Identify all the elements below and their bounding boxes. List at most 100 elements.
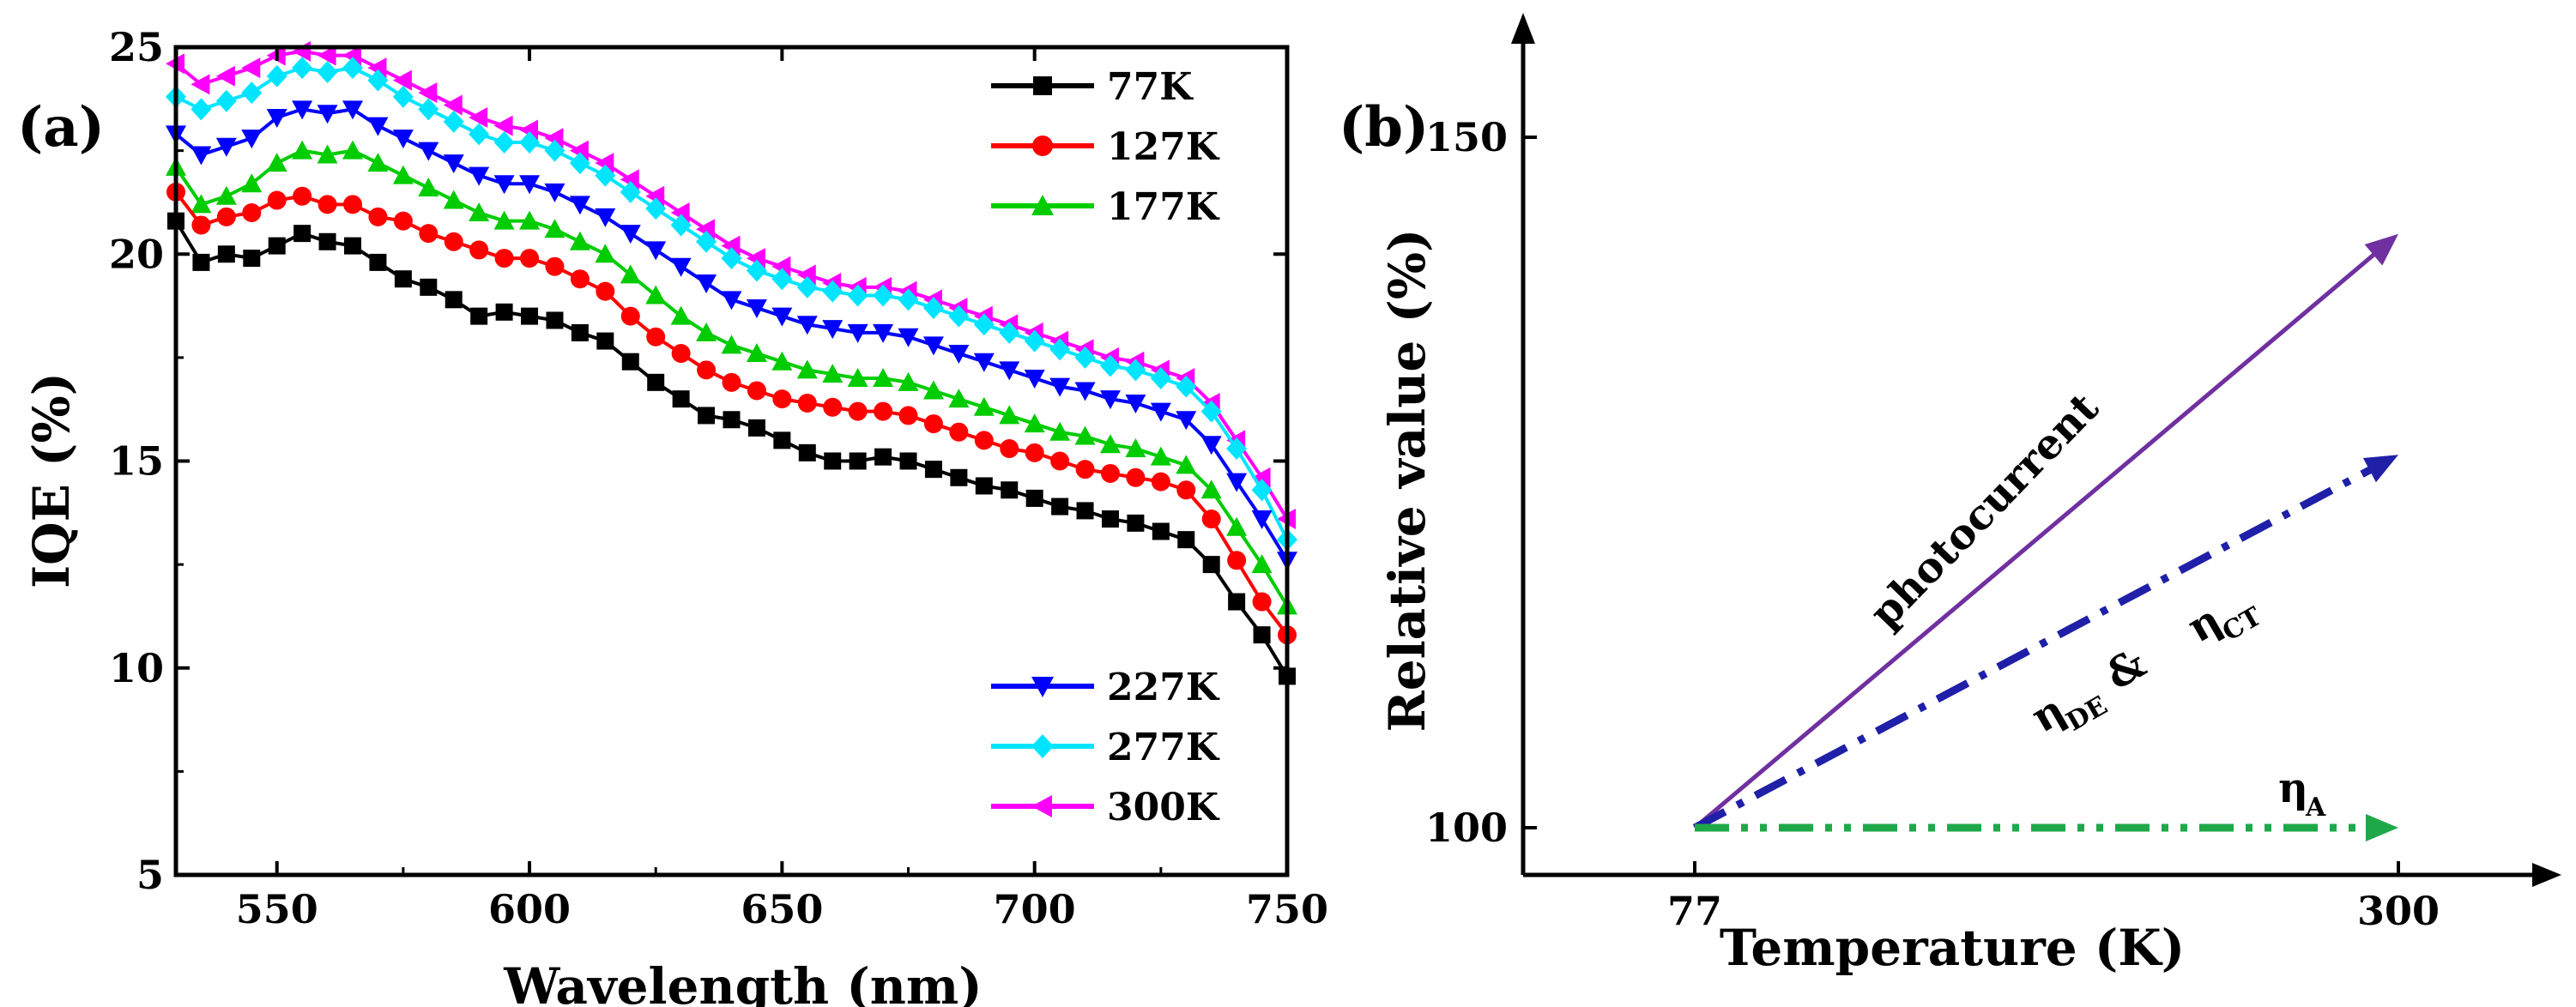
data-point-177K: [746, 343, 767, 363]
data-point-177K: [1251, 554, 1273, 574]
data-point-77K: [698, 407, 716, 425]
ampersand: &: [2098, 639, 2155, 699]
data-point-127K: [469, 240, 489, 260]
legend-swatch-marker: [1031, 195, 1054, 215]
data-point-300K: [721, 235, 741, 256]
data-point-300K: [696, 219, 716, 240]
data-point-127K: [242, 203, 262, 222]
data-point-127K: [747, 381, 766, 401]
data-point-77K: [268, 237, 286, 255]
data-point-227K: [873, 323, 894, 343]
data-point-77K: [369, 253, 387, 271]
legend-label: 77K: [1107, 65, 1194, 109]
data-point-77K: [950, 468, 968, 486]
data-point-227K: [443, 154, 464, 174]
data-point-77K: [672, 390, 690, 408]
data-point-227K: [1049, 377, 1071, 397]
eta-de-ct-label: η DE & η CT: [2023, 595, 2267, 742]
data-point-227K: [1200, 436, 1222, 455]
data-point-77K: [975, 477, 993, 495]
data-point-77K: [824, 452, 842, 470]
data-point-300K: [190, 74, 210, 95]
data-point-227K: [215, 137, 237, 157]
data-point-277K: [1074, 346, 1096, 369]
data-point-300K: [746, 248, 765, 269]
data-point-127K: [772, 389, 792, 409]
data-point-277K: [544, 139, 565, 162]
data-point-127K: [520, 249, 540, 268]
data-point-127K: [898, 406, 918, 425]
data-point-177K: [645, 285, 667, 305]
series-127K: [166, 182, 1297, 645]
data-point-227K: [241, 130, 263, 149]
data-point-277K: [670, 214, 692, 237]
data-point-77K: [1253, 626, 1271, 644]
x-tick-label: 700: [994, 886, 1076, 932]
data-point-227K: [418, 142, 439, 161]
data-point-77K: [1001, 481, 1019, 499]
data-point-127K: [317, 195, 337, 214]
series-177K: [166, 140, 1297, 615]
data-point-277K: [746, 259, 767, 282]
data-point-177K: [898, 371, 919, 391]
data-point-227K: [469, 166, 490, 186]
data-point-300K: [645, 185, 665, 207]
data-point-177K: [1049, 421, 1071, 441]
b-y-tick-label: 150: [1425, 114, 1508, 160]
eta-a-symbol: η: [2278, 764, 2308, 812]
data-point-177K: [1125, 438, 1146, 458]
data-point-227K: [544, 183, 565, 202]
data-point-177K: [1024, 413, 1045, 433]
data-point-177K: [999, 405, 1020, 425]
legend-item-227K: 227K: [991, 666, 1220, 709]
data-point-127K: [596, 281, 615, 301]
data-point-127K: [570, 269, 590, 289]
data-point-127K: [1075, 460, 1095, 479]
data-point-227K: [342, 100, 364, 120]
data-point-227K: [266, 109, 287, 129]
series-photocurrent: [1693, 233, 2398, 829]
data-point-177K: [822, 364, 844, 383]
data-point-77K: [420, 278, 438, 296]
data-point-177K: [1226, 516, 1248, 536]
legend-label: 277K: [1107, 726, 1220, 769]
data-point-77K: [647, 373, 665, 391]
data-point-277K: [873, 284, 894, 307]
data-point-277K: [1176, 375, 1197, 398]
data-point-277K: [266, 64, 287, 87]
data-point-277K: [1150, 367, 1171, 389]
data-point-277K: [443, 110, 464, 133]
series-arrow-icon: [2362, 455, 2398, 483]
data-point-177K: [215, 185, 237, 205]
data-point-177K: [1200, 479, 1222, 499]
data-point-277K: [847, 284, 868, 307]
data-point-77K: [596, 332, 614, 350]
panel-a-ylabel: IQE (%): [22, 372, 81, 588]
data-point-127K: [393, 211, 413, 231]
data-point-77K: [1228, 593, 1246, 611]
data-point-77K: [874, 448, 892, 466]
legend-label: 127K: [1107, 125, 1220, 169]
data-point-277K: [367, 69, 389, 92]
data-point-277K: [317, 60, 338, 83]
data-point-227K: [847, 323, 868, 343]
data-point-77K: [1127, 514, 1145, 532]
x-tick-label: 650: [741, 886, 823, 932]
legend-swatch-marker: [1031, 677, 1054, 697]
data-point-227K: [519, 175, 541, 195]
data-point-277K: [469, 123, 490, 146]
data-point-177K: [418, 178, 439, 197]
data-point-177K: [922, 380, 944, 400]
data-point-227K: [1251, 510, 1273, 530]
data-point-77K: [293, 225, 311, 243]
data-point-277K: [1049, 338, 1071, 361]
data-point-300K: [620, 169, 639, 190]
panel-a-label: (a): [17, 95, 105, 160]
y-tick-label: 15: [109, 438, 164, 485]
data-point-300K: [493, 115, 513, 136]
data-point-177K: [973, 396, 995, 416]
data-point-77K: [394, 270, 412, 288]
series-line: [1693, 249, 2380, 829]
data-point-177K: [292, 140, 313, 160]
legend-item-277K: 277K: [991, 726, 1220, 769]
